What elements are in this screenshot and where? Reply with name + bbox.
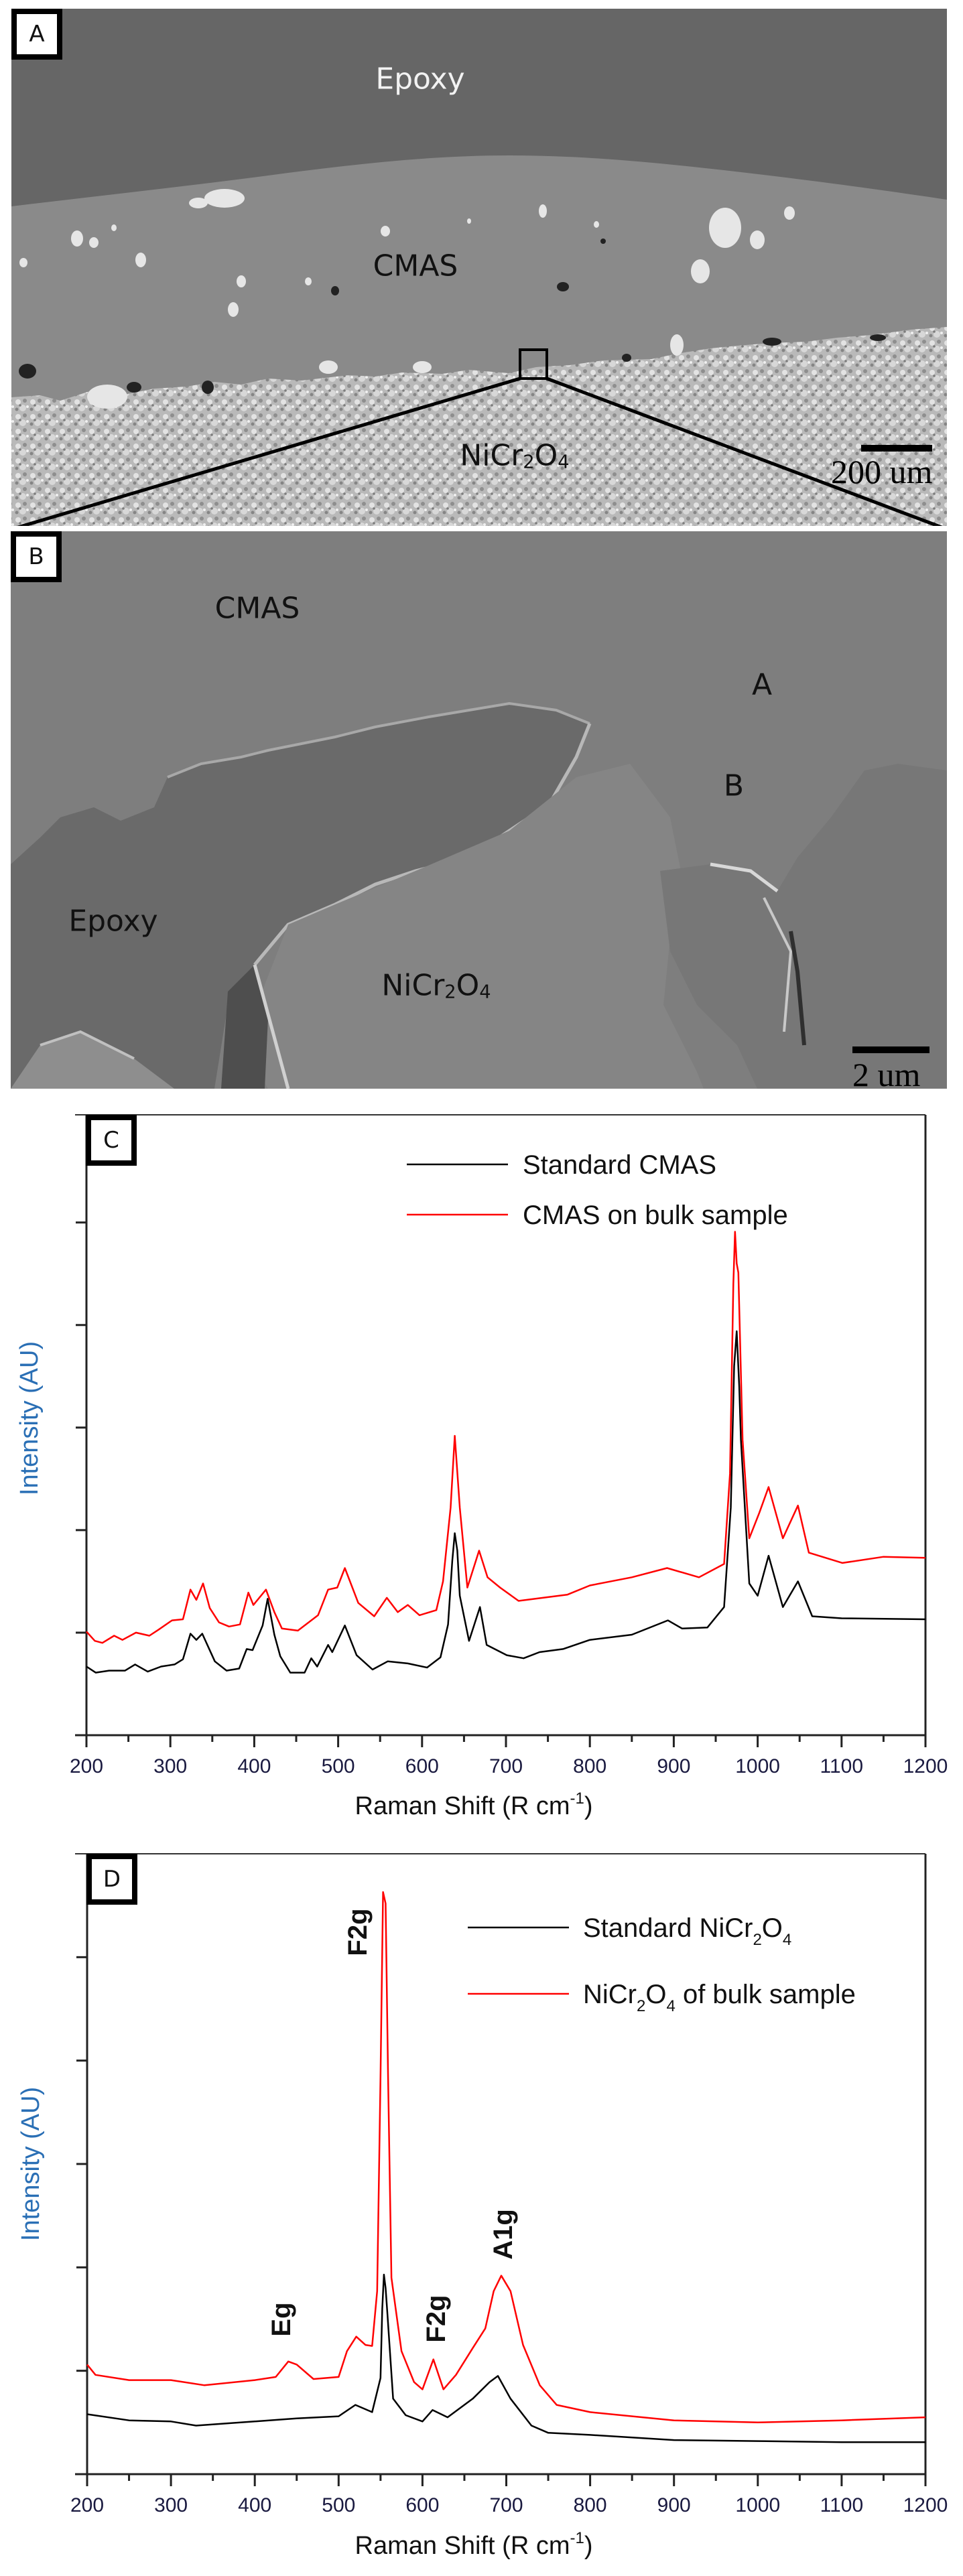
scale-bar-label-b: 2 um bbox=[852, 1056, 921, 1089]
x-tick-label: 300 bbox=[154, 2494, 188, 2516]
y-ticks-d bbox=[76, 1956, 87, 2372]
formula-main: O bbox=[456, 968, 480, 1003]
series-line-nicr2o4-of-bulk-sample bbox=[86, 1891, 926, 2424]
x-tick-label: 200 bbox=[70, 2494, 104, 2516]
panel-label-d: D bbox=[86, 1854, 137, 1905]
x-tick-label: 200 bbox=[70, 1755, 103, 1777]
region-label-cmas: CMAS bbox=[214, 591, 300, 626]
scale-bar-a bbox=[861, 445, 932, 452]
x-tick-label: 1000 bbox=[735, 2494, 780, 2516]
legend-label-nicr2o4-bulk: NiCr2O4 of bulk sample bbox=[583, 1980, 856, 2015]
scale-bar-b bbox=[852, 1046, 929, 1053]
x-tick-label: 900 bbox=[657, 1755, 690, 1777]
legend-subscript: 2 bbox=[753, 1931, 761, 1949]
panel-label-a: A bbox=[11, 9, 62, 60]
formula-subscript: 4 bbox=[558, 452, 570, 473]
point-label-b: B bbox=[723, 768, 745, 803]
peak-annotation-eg: Eg bbox=[267, 2302, 296, 2336]
x-tick-label: 700 bbox=[489, 1755, 523, 1777]
x-tick-label: 1100 bbox=[820, 1755, 864, 1777]
x-tick-label: 800 bbox=[574, 2494, 607, 2516]
formula-subscript: 2 bbox=[523, 452, 535, 473]
x-tick-label: 600 bbox=[405, 2494, 439, 2516]
sem-micrograph-b bbox=[11, 531, 947, 1089]
panel-label-c: C bbox=[86, 1115, 137, 1166]
series-line-cmas-on-bulk-sample bbox=[86, 1231, 926, 1644]
x-ticks-c: 200 300 400 500 600 700 800 900 1000 1100 1200 bbox=[70, 1735, 948, 1777]
x-tick-label: 300 bbox=[153, 1755, 187, 1777]
series-line-standard-nicr2o4 bbox=[86, 2273, 925, 2443]
series-d bbox=[86, 1891, 926, 2443]
y-ticks-c bbox=[76, 1221, 86, 1634]
legend-label-standard-nicr2o4: Standard NiCr2O4 bbox=[583, 1913, 791, 1949]
region-label-nicr2o4: NiCr2O4 bbox=[460, 438, 569, 472]
x-axis-title-end: ) bbox=[584, 1792, 593, 1820]
x-axis-title-main: Raman Shift (R cm bbox=[355, 2532, 570, 2560]
series-c bbox=[86, 1231, 926, 1674]
x-axis-title-main: Raman Shift (R cm bbox=[355, 1792, 570, 1820]
formula-subscript: 4 bbox=[479, 981, 491, 1003]
x-axis-title-end: ) bbox=[584, 2532, 593, 2560]
x-tick-label: 800 bbox=[573, 1755, 606, 1777]
x-tick-label: 1200 bbox=[903, 2494, 948, 2516]
peak-annotation-f2g-main: F2g bbox=[343, 1908, 373, 1956]
peak-annotation-a1g: A1g bbox=[489, 2209, 518, 2260]
region-label-nicr2o4: NiCr2O4 bbox=[381, 968, 491, 1002]
legend-text: Standard NiCr bbox=[583, 1913, 753, 1943]
legend-text: NiCr bbox=[583, 1980, 637, 2009]
series-line-standard-cmas bbox=[86, 1330, 926, 1674]
legend-subscript: 4 bbox=[666, 1997, 675, 2015]
formula-main: NiCr bbox=[381, 968, 445, 1003]
region-label-cmas: CMAS bbox=[373, 249, 458, 283]
sem-micrograph-a bbox=[11, 9, 947, 526]
x-tick-label: 400 bbox=[238, 2494, 271, 2516]
formula-main: NiCr bbox=[460, 438, 523, 473]
x-tick-label: 400 bbox=[237, 1755, 271, 1777]
y-axis-title-c: Intensity (AU) bbox=[15, 1341, 44, 1495]
y-axis-title-d: Intensity (AU) bbox=[17, 2087, 45, 2241]
panel-label-b: B bbox=[11, 531, 62, 582]
legend-label-standard-cmas: Standard CMAS bbox=[523, 1150, 716, 1180]
legend-label-cmas-bulk: CMAS on bulk sample bbox=[523, 1201, 788, 1230]
x-tick-label: 500 bbox=[322, 2494, 355, 2516]
x-axis-title-superscript: -1 bbox=[570, 1789, 584, 1808]
x-axis-title-superscript: -1 bbox=[570, 2529, 584, 2547]
x-axis-title-d: Raman Shift (R cm-1) bbox=[355, 2529, 593, 2560]
legend-subscript: 4 bbox=[783, 1931, 791, 1949]
legend-text: O bbox=[645, 1980, 666, 2009]
x-ticks-d: 200 300 400 500 600 700 800 900 1000 1100 1200 bbox=[70, 2474, 948, 2516]
region-label-epoxy: Epoxy bbox=[68, 904, 158, 939]
x-tick-label: 1000 bbox=[735, 1755, 780, 1777]
peak-annotation-f2g-minor: F2g bbox=[422, 2295, 451, 2342]
x-axis-title-c: Raman Shift (R cm-1) bbox=[355, 1789, 593, 1820]
x-tick-label: 1100 bbox=[820, 2494, 864, 2516]
sem-image-panel-b: B CMAS A B Epoxy NiCr2O4 2 um bbox=[11, 531, 947, 1089]
point-label-a: A bbox=[751, 667, 773, 702]
x-tick-label: 500 bbox=[322, 1755, 355, 1777]
x-tick-label: 700 bbox=[489, 2494, 523, 2516]
region-label-epoxy: Epoxy bbox=[375, 62, 465, 96]
x-tick-label: 1200 bbox=[903, 1755, 948, 1777]
sem-image-panel-a: A Epoxy CMAS NiCr2O4 200 um bbox=[11, 9, 947, 526]
legend-text: of bulk sample bbox=[676, 1980, 856, 2009]
scale-bar-label-a: 200 um bbox=[831, 453, 933, 490]
x-tick-label: 900 bbox=[657, 2494, 691, 2516]
formula-subscript: 2 bbox=[444, 981, 456, 1003]
legend-text: O bbox=[762, 1913, 783, 1943]
x-tick-label: 600 bbox=[405, 1755, 439, 1777]
legend-subscript: 2 bbox=[637, 1997, 645, 2015]
formula-main: O bbox=[534, 438, 558, 473]
